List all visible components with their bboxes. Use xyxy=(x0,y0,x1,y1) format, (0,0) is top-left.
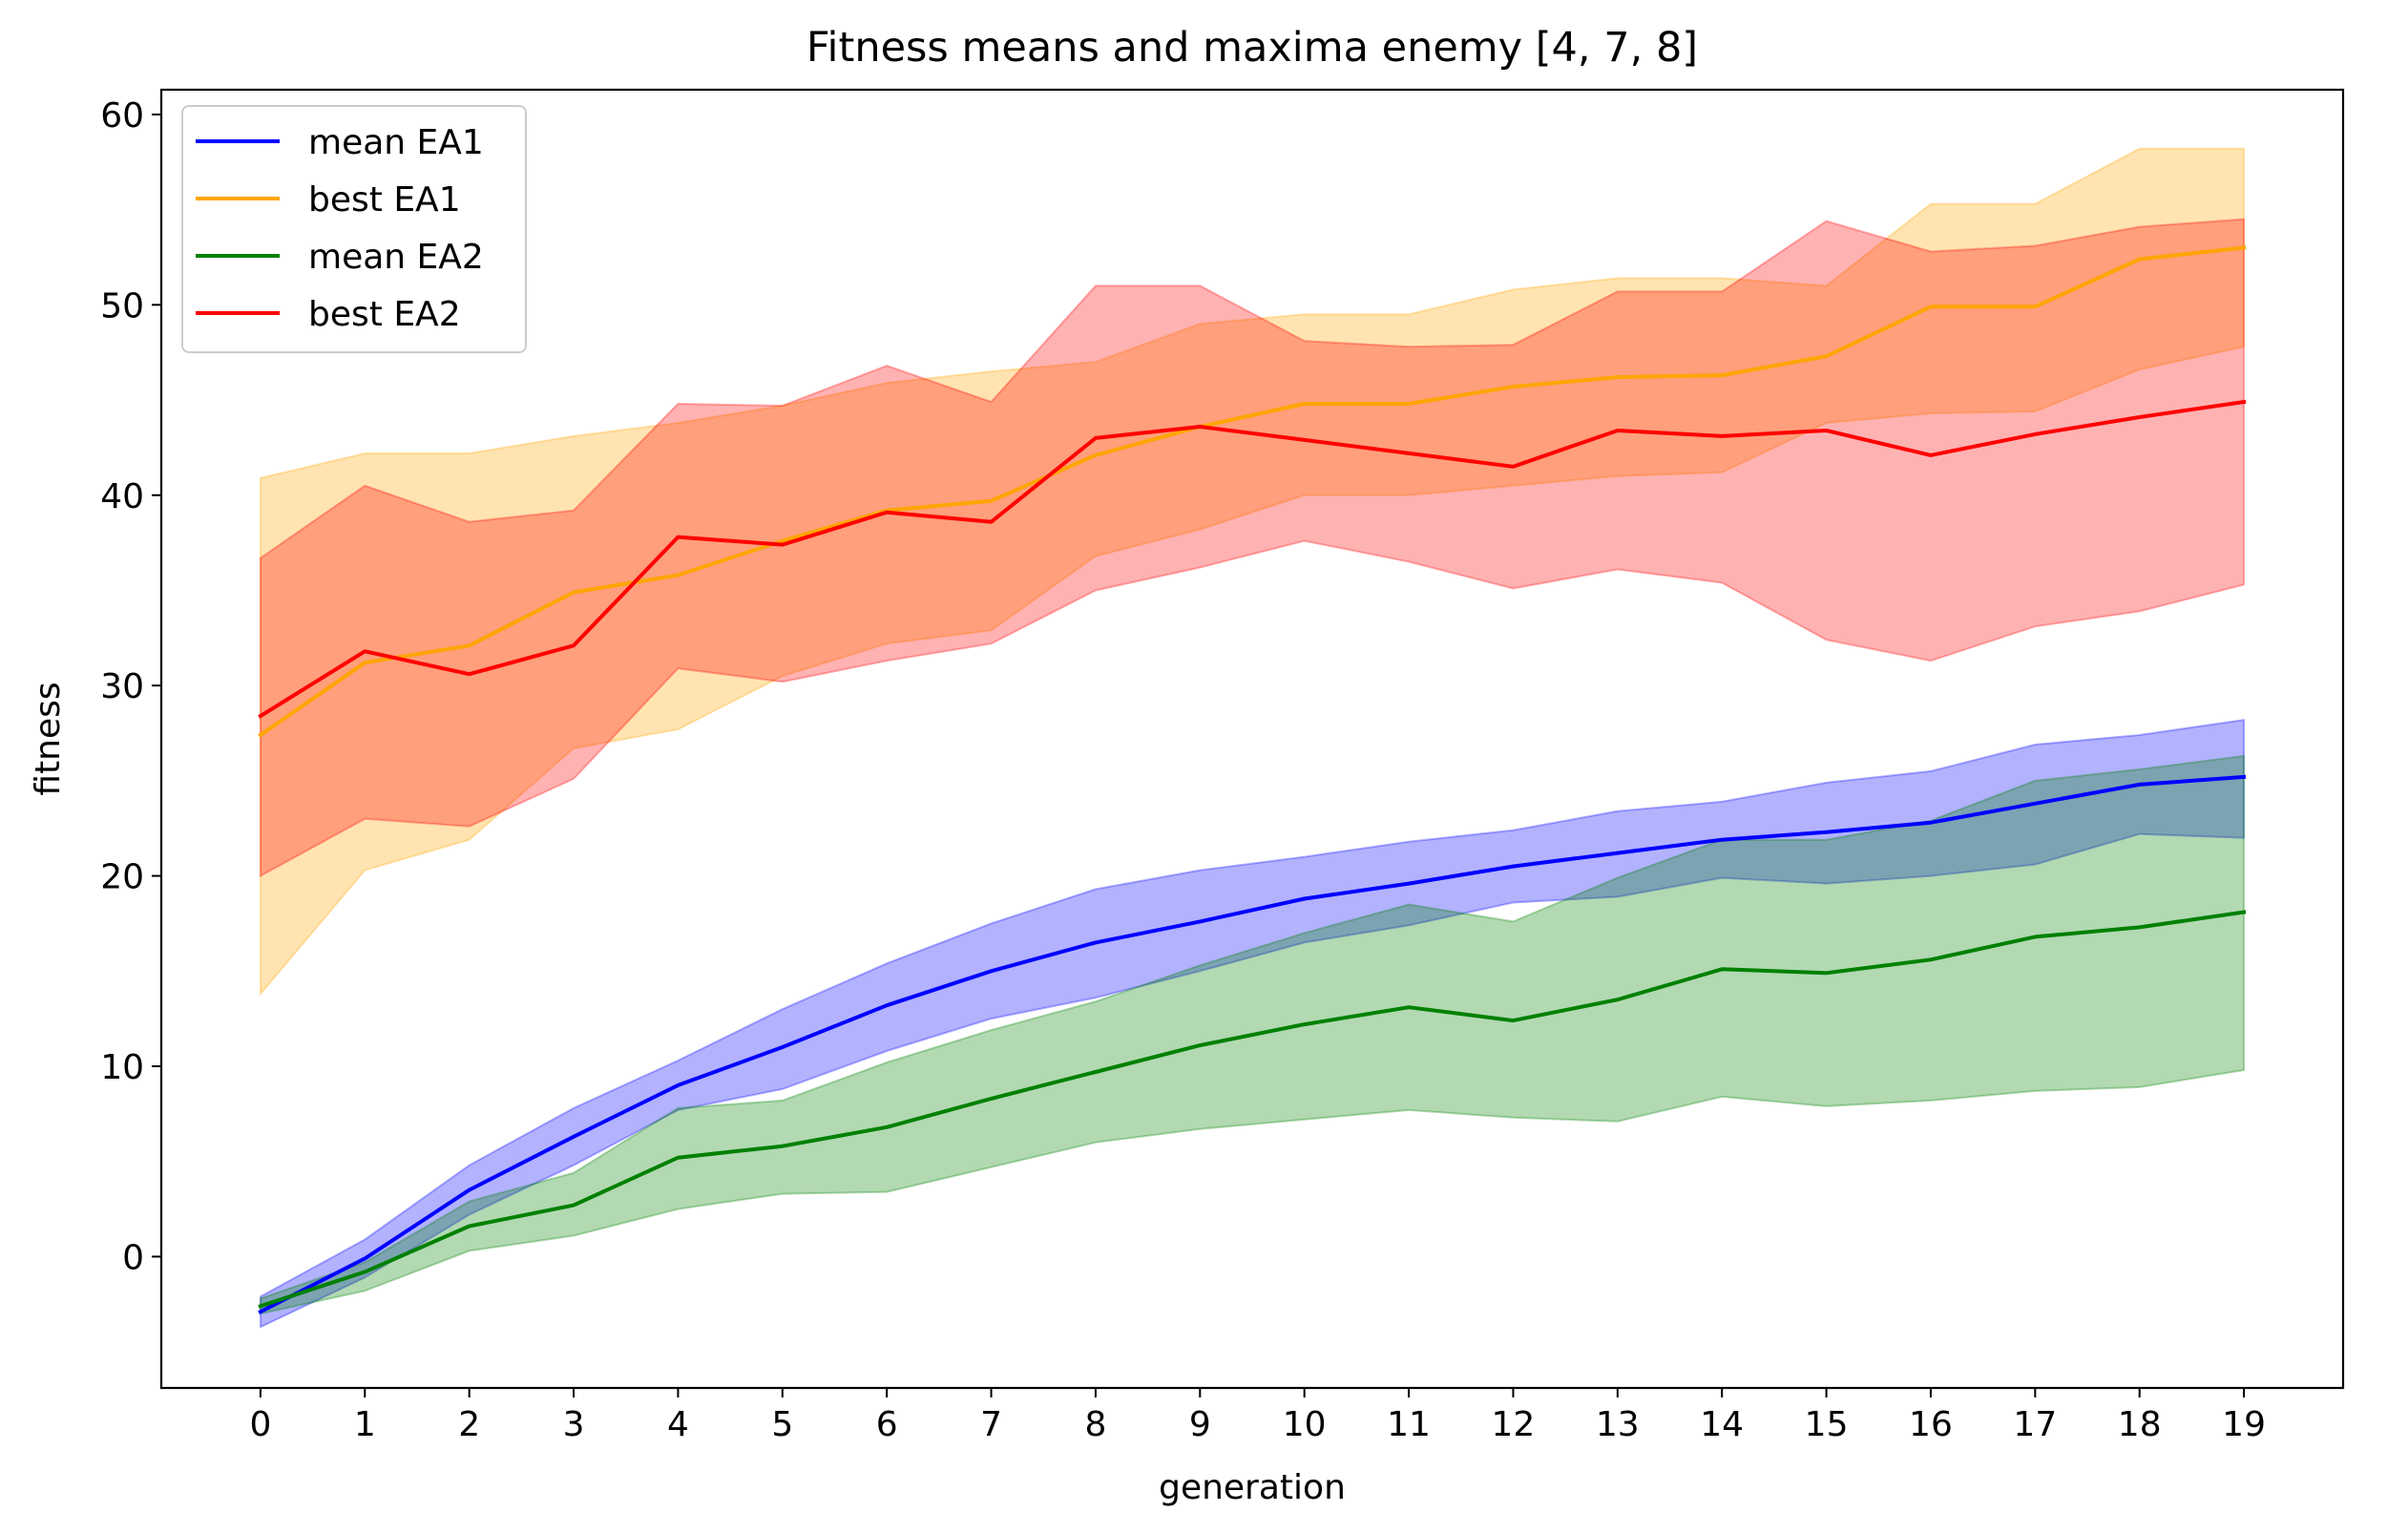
best-ea1-band xyxy=(259,147,2246,997)
best-ea1-legend-label: best EA1 xyxy=(308,180,461,220)
y-tick-label: 0 xyxy=(122,1238,144,1277)
y-tick-label: 40 xyxy=(100,477,144,516)
y-axis: 0 10 20 30 40 50 60 xyxy=(100,96,161,1277)
best-ea1-line xyxy=(258,245,2247,738)
mean-ea2-legend-label: mean EA2 xyxy=(308,238,484,277)
x-tick-label: 7 xyxy=(980,1405,1002,1444)
x-tick-label: 16 xyxy=(1909,1405,1953,1444)
x-tick-label: 12 xyxy=(1492,1405,1536,1444)
x-axis-label: generation xyxy=(1159,1468,1346,1507)
y-tick-label: 20 xyxy=(100,858,144,897)
y-tick-label: 50 xyxy=(100,286,144,326)
best-ea2-legend-label: best EA2 xyxy=(308,295,461,334)
x-tick-label: 15 xyxy=(1805,1405,1849,1444)
x-tick-label: 6 xyxy=(876,1405,898,1444)
x-axis: 0 1 2 3 4 5 6 7 8 9 10 11 12 13 14 15 16 17 18 19 xyxy=(249,1388,2266,1444)
x-tick-label: 10 xyxy=(1283,1405,1327,1444)
y-tick-label: 30 xyxy=(100,667,144,706)
best-ea2-band xyxy=(259,218,2246,878)
y-tick-label: 60 xyxy=(100,96,144,136)
x-tick-label: 14 xyxy=(1700,1405,1744,1444)
best-ea2-line xyxy=(258,399,2247,719)
mean-ea1-legend-label: mean EA1 xyxy=(308,123,484,162)
x-tick-label: 2 xyxy=(458,1405,480,1444)
x-tick-label: 17 xyxy=(2013,1405,2057,1444)
x-tick-label: 18 xyxy=(2118,1405,2162,1444)
x-tick-label: 1 xyxy=(354,1405,376,1444)
legend: mean EA1 best EA1 mean EA2 best EA2 xyxy=(181,105,527,353)
x-tick-label: 3 xyxy=(563,1405,585,1444)
x-tick-label: 0 xyxy=(249,1405,271,1444)
series-lines xyxy=(258,245,2247,1314)
chart-title: Fitness means and maxima enemy [4, 7, 8] xyxy=(806,24,1698,72)
x-tick-label: 5 xyxy=(771,1405,793,1444)
x-tick-label: 8 xyxy=(1084,1405,1106,1444)
x-tick-label: 19 xyxy=(2222,1405,2266,1444)
y-axis-label: fitness xyxy=(29,682,68,795)
x-tick-label: 11 xyxy=(1387,1405,1431,1444)
x-tick-label: 9 xyxy=(1189,1405,1211,1444)
x-tick-label: 4 xyxy=(667,1405,689,1444)
mean-ea1-line xyxy=(258,774,2247,1314)
mean-ea2-line xyxy=(258,910,2247,1309)
mean-ea1-band xyxy=(259,718,2246,1329)
x-tick-label: 13 xyxy=(1596,1405,1640,1444)
legend-box xyxy=(181,105,527,353)
y-tick-label: 10 xyxy=(100,1048,144,1087)
plot-frame xyxy=(159,88,2345,1390)
